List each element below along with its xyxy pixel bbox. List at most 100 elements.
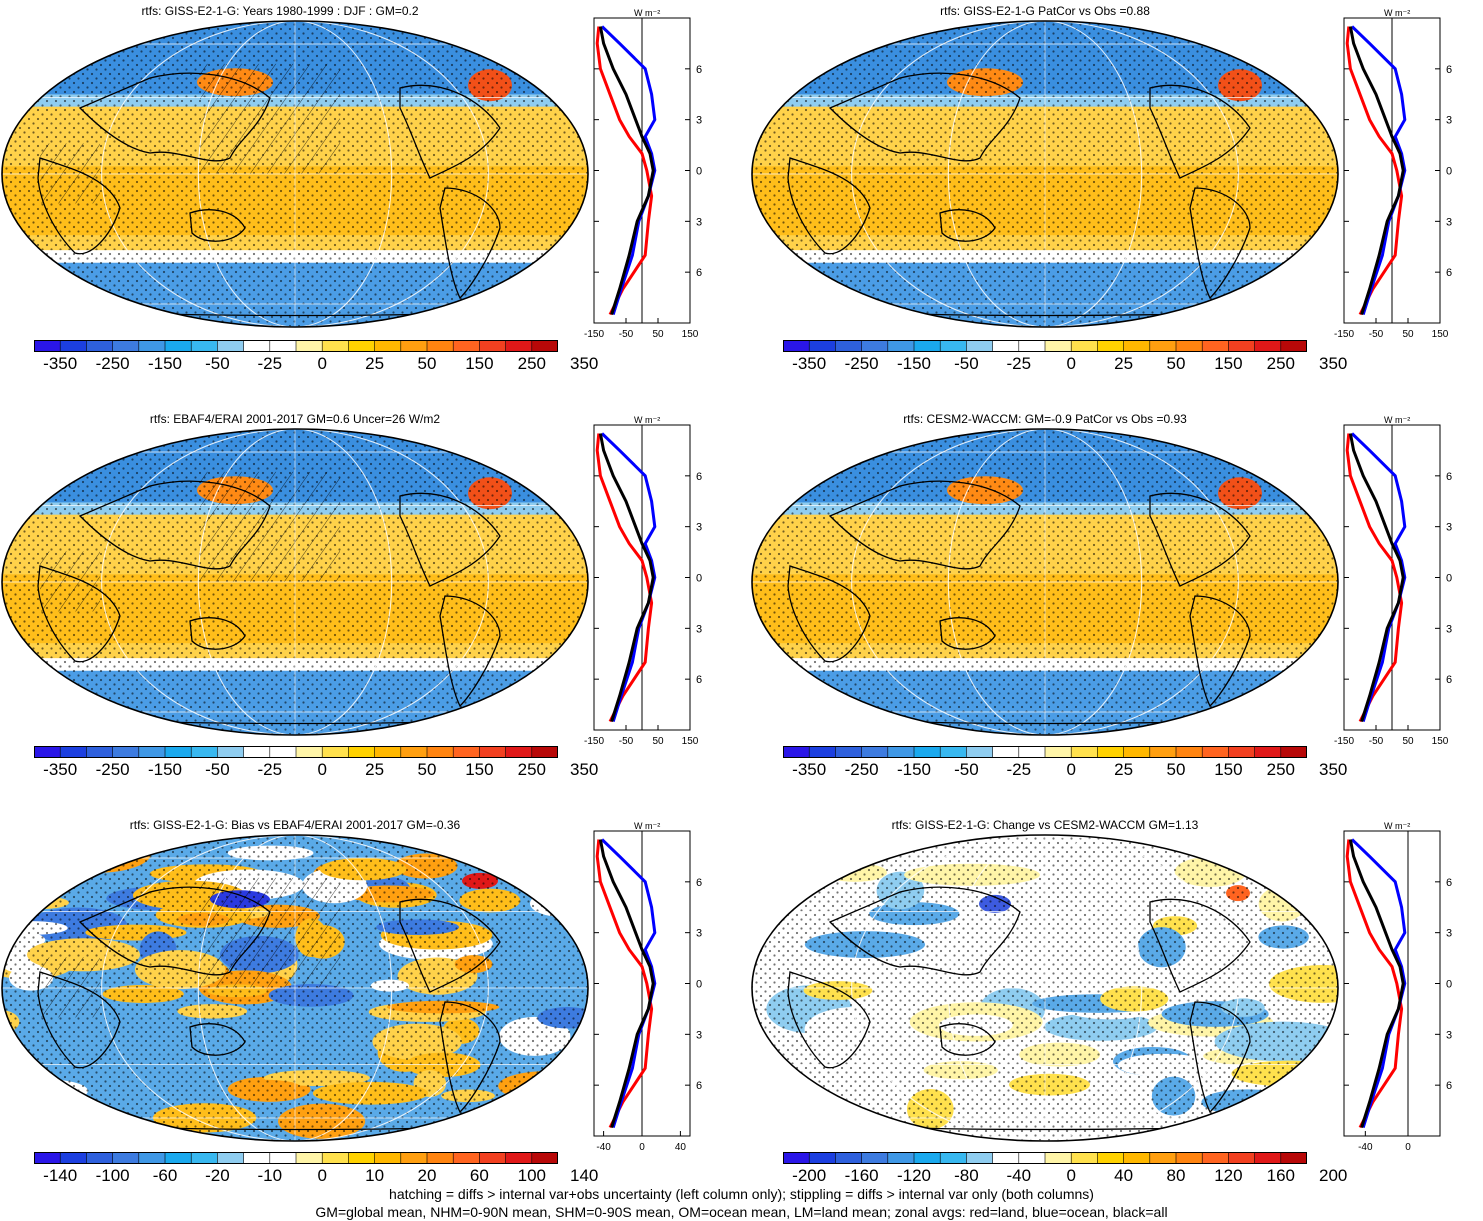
zonal-x-tick-label: -150 [584,329,604,340]
zonal-mean-plot: W m⁻² 60N 30N 0 30S 60S -150 -50 50 150 [1334,415,1452,747]
colorbar-swatch [966,340,994,352]
coastline [78,72,271,162]
colorbar-swatch [1254,340,1282,352]
zonal-mean-plot: W m⁻² 60N 30N 0 30S 60S -40 0 [1343,821,1452,1153]
coastline [828,886,1021,976]
colorbar-tick-label: 150 [1214,760,1243,779]
colorbar-tick-label: 50 [417,354,437,373]
colorbar-swatch [992,746,1020,758]
colorbar-tick-label: 350 [570,354,599,373]
colorbar-tick-label: -150 [147,760,183,779]
colorbar-swatch [1097,1152,1125,1164]
colorbar-swatch [1045,340,1072,352]
colorbar-swatch [427,340,454,352]
colorbar-tick-label: -20 [205,1166,230,1185]
colorbar-swatch [243,1152,271,1164]
colorbar-swatch [887,340,915,352]
colorbar-swatch [34,746,61,758]
colorbar-swatch [1071,1152,1098,1164]
colorbar-tick-label: -350 [792,354,827,373]
colorbar-swatch [348,340,376,352]
colorbar-swatch [1202,340,1229,352]
lat-tick-label: 60S [696,1080,702,1092]
map [751,428,1339,736]
lat-tick-label: 0 [696,979,702,991]
lat-tick-label: 0 [1446,573,1452,585]
colorbar-tick-label: -150 [147,354,183,373]
zonal-curve-land [595,26,654,316]
colorbar-tick-label: 350 [1319,354,1348,373]
colorbar-tick-label: 120 [1214,1166,1243,1185]
zonal-x-tick-label: 150 [682,736,699,747]
colorbar-swatch [966,746,994,758]
colorbar-swatch [112,340,140,352]
map [1,20,589,328]
zonal-x-tick-label: 150 [682,329,699,340]
colorbar-tick-label: 40 [1114,1166,1134,1185]
colorbar-labels: -350 -250 -150 -50 -25 0 25 50 150 250 350 [34,354,598,378]
colorbar-swatch [914,340,941,352]
zonal-curve-land [1345,433,1404,723]
panel-title: rtfs: EBAF4/ERAI 2001-2017 GM=0.6 Uncer=… [149,412,441,426]
colorbar-labels: -350 -250 -150 -50 -25 0 25 50 150 250 350 [783,760,1347,784]
colorbar [783,340,1307,352]
zonal-x-tick-label: -150 [1334,736,1354,747]
colorbar-swatch [914,746,941,758]
colorbar-swatch [505,1152,533,1164]
map-border [751,20,1339,328]
coastline [78,886,271,976]
colorbar-swatch [966,1152,994,1164]
coastline [939,1023,996,1056]
colorbar-swatch [914,1152,941,1164]
colorbar-tick-label: -50 [954,354,979,373]
colorbar-tick-label: 250 [517,760,546,779]
zonal-curve-land [595,433,654,723]
colorbar-tick-label: 50 [1166,760,1186,779]
colorbar-swatch [940,1152,967,1164]
colorbar-swatch [1097,746,1125,758]
colorbar-swatch [1071,340,1098,352]
coastline [399,84,501,179]
colorbar-swatch [34,1152,61,1164]
colorbar-swatch [138,1152,166,1164]
map-border [1,834,589,1142]
colorbar-tick-label: 150 [465,760,494,779]
colorbar-tick-label: 250 [517,354,546,373]
lat-tick-label: 60N [1446,471,1452,483]
colorbar-swatch [1228,746,1256,758]
colorbar-swatch [861,340,889,352]
colorbar-tick-label: -60 [152,1166,178,1185]
lat-tick-label: 0 [696,166,702,178]
panel-title: rtfs: GISS-E2-1-G: Years 1980-1999 : DJF… [141,4,419,18]
colorbar-tick-label: -150 [896,760,932,779]
colorbar-tick-label: -50 [954,760,979,779]
lat-tick-label: 0 [1446,166,1452,178]
zonal-curve-ocean [1350,432,1407,722]
colorbar-swatch [835,746,863,758]
colorbar-tick-label: -250 [95,760,130,779]
zonal-unit: W m⁻² [634,821,660,831]
colorbar-swatch [531,340,558,352]
colorbar-tick-label: 100 [517,1166,546,1185]
colorbar-tick-label: 350 [570,760,599,779]
colorbar-tick-label: 60 [469,1166,489,1185]
colorbar-swatch [138,340,166,352]
map [751,20,1339,328]
zonal-x-tick-label: -40 [1358,1142,1373,1153]
colorbar [34,746,558,758]
colorbar-swatch [296,340,323,352]
zonal-x-tick-label: 150 [1432,736,1449,747]
colorbar-tick-label: -250 [844,354,879,373]
colorbar-tick-label: -350 [43,760,78,779]
colorbar-tick-label: 250 [1266,354,1295,373]
colorbar-swatch [531,1152,558,1164]
colorbar-tick-label: -350 [43,354,78,373]
colorbar-swatch [783,746,810,758]
colorbar-tick-label: 250 [1266,760,1295,779]
colorbar-swatch [1280,340,1307,352]
map-border [751,428,1339,736]
lat-tick-label: 60S [1446,674,1452,686]
map-border [1,428,589,736]
coastline [37,157,121,255]
colorbar-swatch [374,746,402,758]
